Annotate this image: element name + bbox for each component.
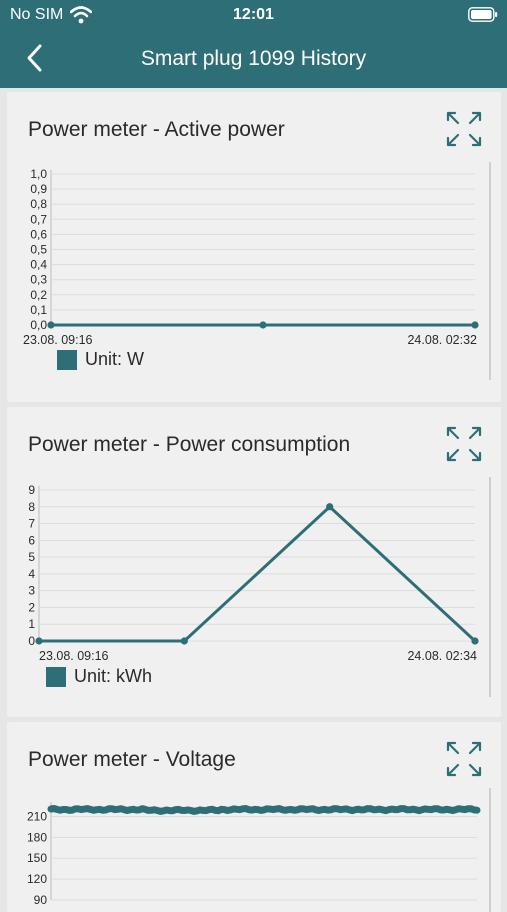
y-tick-label: 0,4 xyxy=(30,258,47,272)
active-power-chart: 1,00,90,80,70,6 0,50,40,30,20,10,023.08. … xyxy=(23,167,479,347)
legend-label: Unit: kWh xyxy=(74,666,153,686)
data-point xyxy=(259,321,267,329)
y-tick-label: 7 xyxy=(28,517,35,531)
x-tick-label-start: 23.08. 09:16 xyxy=(39,649,109,663)
y-tick-label: 0 xyxy=(28,634,35,648)
y-tick-label: 0,1 xyxy=(30,303,47,317)
status-time: 12:01 xyxy=(233,6,274,23)
power-consumption-card: Power meter - Power consumption 9 8 7 6 5 4 3 2… xyxy=(7,407,501,717)
legend-label: Unit: W xyxy=(85,349,145,369)
scroll-indicator[interactable] xyxy=(489,162,491,380)
y-tick-label: 180 xyxy=(27,830,47,844)
chart-legend: Unit: W xyxy=(57,349,144,370)
y-tick-label: 1,0 xyxy=(30,167,47,181)
y-tick-label: 120 xyxy=(27,872,47,886)
scroll-indicator[interactable] xyxy=(489,477,491,697)
y-tick-label: 4 xyxy=(28,567,35,581)
card-title: Power meter - Power consumption xyxy=(28,433,351,456)
y-tick-label: 0,0 xyxy=(30,318,47,332)
voltage-chart: 210 180 150 120 90 xyxy=(27,802,481,907)
y-tick-label: 2 xyxy=(28,600,35,614)
chart-legend: Unit: kWh xyxy=(46,666,152,687)
data-point xyxy=(326,503,334,511)
y-tick-label: 0,7 xyxy=(30,212,47,226)
y-tick-label: 0,8 xyxy=(30,197,47,211)
chevron-left-icon xyxy=(27,44,42,72)
legend-swatch xyxy=(57,349,77,370)
data-point xyxy=(471,637,479,645)
battery-icon xyxy=(468,7,498,22)
y-tick-label: 0,5 xyxy=(30,243,47,257)
x-tick-label-start: 23.08. 09:16 xyxy=(23,333,93,347)
y-tick-label: 1 xyxy=(28,617,35,631)
y-tick-label: 0,3 xyxy=(30,273,47,287)
expand-icon[interactable] xyxy=(445,425,483,463)
data-point xyxy=(47,321,55,329)
card-title: Power meter - Voltage xyxy=(28,748,236,771)
voltage-card: Power meter - Voltage 210 180 150 120 90 xyxy=(7,722,501,912)
y-tick-label: 9 xyxy=(28,483,35,497)
expand-icon[interactable] xyxy=(445,740,483,778)
data-point xyxy=(180,637,188,645)
back-button[interactable] xyxy=(22,42,48,74)
series-line xyxy=(39,505,477,643)
y-tick-label: 150 xyxy=(27,851,47,865)
y-tick-label: 5 xyxy=(28,550,35,564)
y-tick-label: 0,6 xyxy=(30,227,47,241)
y-tick-label: 210 xyxy=(27,809,47,823)
y-tick-label: 8 xyxy=(28,500,35,514)
power-consumption-chart: 9 8 7 6 5 4 3 2 1 0 23.08. 09:16 24.08. 02:34 xyxy=(28,483,479,663)
series-line xyxy=(47,805,481,815)
page-title: Smart plug 1099 History xyxy=(140,47,367,70)
y-tick-label: 90 xyxy=(34,893,48,907)
y-tick-label: 6 xyxy=(28,533,35,547)
scroll-indicator[interactable] xyxy=(489,788,491,912)
active-power-card: Power meter - Active power 1,0 0,9 0,8 0,7 0… xyxy=(7,92,501,402)
y-tick-label: 3 xyxy=(28,584,35,598)
y-tick-label: 0,2 xyxy=(30,288,47,302)
data-point xyxy=(35,637,43,645)
data-point xyxy=(471,321,479,329)
y-tick-label: 0,9 xyxy=(30,182,47,196)
carrier-label: No SIM xyxy=(10,6,64,23)
legend-swatch xyxy=(46,666,66,687)
card-title: Power meter - Active power xyxy=(28,118,285,141)
expand-icon[interactable] xyxy=(445,110,483,148)
app-header: No SIM 12:01 Smart plug 1099 History xyxy=(0,0,507,88)
wifi-icon xyxy=(70,6,92,24)
x-tick-label-end: 24.08. 02:32 xyxy=(407,333,477,347)
status-bar: No SIM 12:01 xyxy=(0,0,507,30)
x-tick-label-end: 24.08. 02:34 xyxy=(407,649,477,663)
